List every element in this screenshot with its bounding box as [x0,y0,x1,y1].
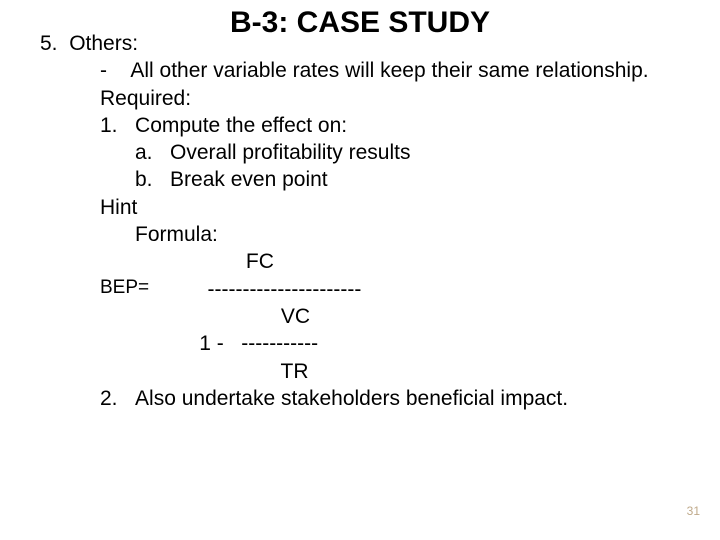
bep-label: BEP= [100,276,149,303]
formula-vc: VC [100,303,680,330]
all-other-text: All other variable rates will keep their… [130,59,648,82]
others-number: 5. [40,32,58,55]
item-hint: Hint [100,194,680,221]
dash-bullet: - [100,59,107,82]
formula-one-minus: 1 - ----------- [100,330,680,357]
formula-fc: FC [100,248,680,275]
b-text: Break even point [170,168,328,191]
item-required: Required: [100,85,680,112]
a-number: a. [135,141,153,164]
item-formula-label: Formula: [135,221,680,248]
b-number: b. [135,168,153,191]
item-a: a. Overall profitability results [135,139,680,166]
formula-tr: TR [100,358,680,385]
formula-block: FC BEP= ---------------------- VC 1 - --… [100,248,680,384]
item-q1: 1. Compute the effect on: [100,112,680,139]
others-label: Others: [69,32,138,55]
q1-text: Compute the effect on: [135,114,347,137]
formula-dash-long: ---------------------- [149,276,361,303]
page-number: 31 [687,504,700,518]
slide-body: 5. Others: - All other variable rates wi… [40,30,680,412]
item-others: 5. Others: [40,30,680,57]
item-b: b. Break even point [135,166,680,193]
q2-number: 2. [100,387,118,410]
a-text: Overall profitability results [170,141,410,164]
item-all-other: - All other variable rates will keep the… [100,57,680,84]
q1-number: 1. [100,114,118,137]
item-q2: 2. Also undertake stakeholders beneficia… [100,385,680,412]
q2-text: Also undertake stakeholders beneficial i… [135,387,568,410]
